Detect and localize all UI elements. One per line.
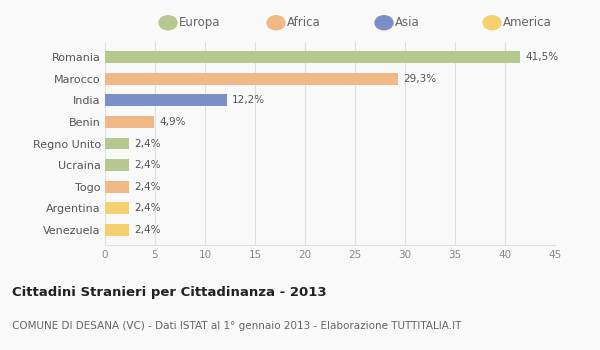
- Text: 2,4%: 2,4%: [134, 203, 161, 213]
- Text: 41,5%: 41,5%: [525, 52, 558, 62]
- Text: 2,4%: 2,4%: [134, 182, 161, 192]
- Text: America: America: [503, 16, 551, 29]
- Text: 29,3%: 29,3%: [403, 74, 436, 84]
- Bar: [105, 159, 129, 171]
- Bar: [105, 116, 154, 128]
- Text: 12,2%: 12,2%: [232, 95, 265, 105]
- Bar: [105, 224, 129, 236]
- Text: Europa: Europa: [179, 16, 220, 29]
- Text: 2,4%: 2,4%: [134, 139, 161, 148]
- Bar: [105, 202, 129, 214]
- Text: Cittadini Stranieri per Cittadinanza - 2013: Cittadini Stranieri per Cittadinanza - 2…: [12, 286, 326, 299]
- Text: Asia: Asia: [395, 16, 419, 29]
- Text: COMUNE DI DESANA (VC) - Dati ISTAT al 1° gennaio 2013 - Elaborazione TUTTITALIA.: COMUNE DI DESANA (VC) - Dati ISTAT al 1°…: [12, 321, 461, 331]
- Text: Africa: Africa: [287, 16, 320, 29]
- Text: 2,4%: 2,4%: [134, 160, 161, 170]
- Bar: [105, 138, 129, 149]
- Text: 4,9%: 4,9%: [159, 117, 185, 127]
- Bar: [105, 94, 227, 106]
- Bar: [105, 181, 129, 192]
- Text: 2,4%: 2,4%: [134, 225, 161, 235]
- Bar: [105, 51, 520, 63]
- Bar: [105, 73, 398, 85]
